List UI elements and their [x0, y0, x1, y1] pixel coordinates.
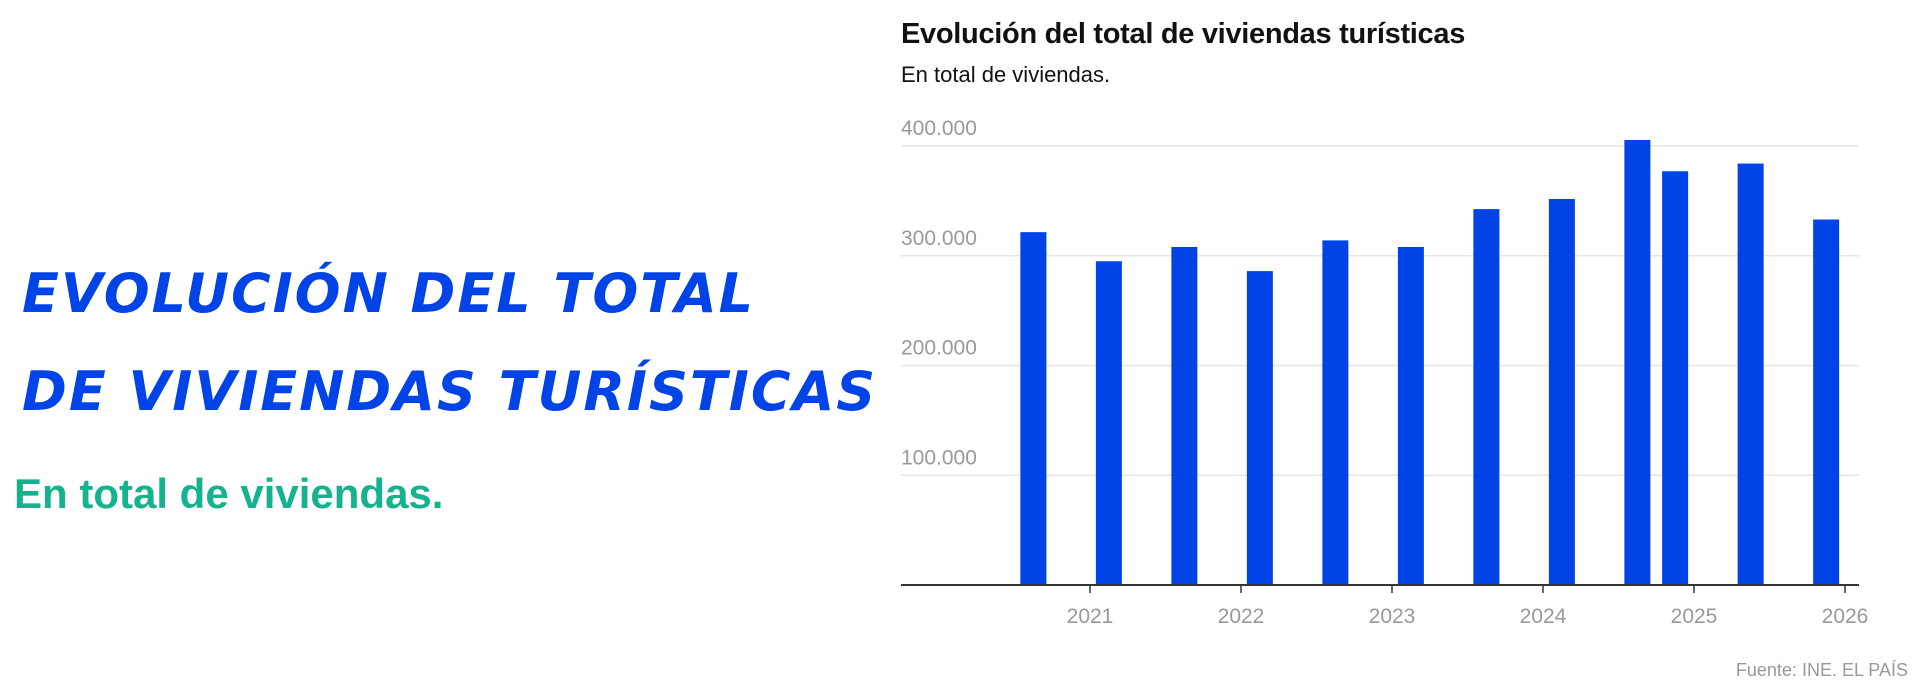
bar	[1624, 139, 1651, 585]
y-tick-label: 100.000	[901, 446, 977, 469]
y-tick-label: 400.000	[901, 117, 977, 140]
x-tick-label: 2025	[1671, 605, 1718, 628]
bar	[1737, 163, 1764, 585]
bar	[1662, 171, 1689, 585]
left-subtitle: En total de viviendas.	[14, 470, 444, 517]
bar	[1246, 271, 1273, 585]
left-title-line: de viviendas turísticas	[22, 360, 878, 423]
chart-title: Evolución del total de viviendas turísti…	[901, 18, 1466, 50]
bar	[1813, 219, 1840, 585]
left-title: Evolución del total de viviendas turísti…	[22, 245, 877, 441]
y-tick-label: 300.000	[901, 227, 977, 250]
bar	[1548, 199, 1575, 585]
x-tick-label: 2021	[1067, 605, 1114, 628]
bar	[1322, 240, 1349, 585]
chart-source: Fuente: INE. EL PAÍS	[1735, 660, 1908, 680]
left-title-line: Evolución del total	[22, 262, 756, 325]
bar	[1171, 246, 1198, 585]
bar	[1397, 246, 1424, 585]
x-tick-label: 2026	[1822, 605, 1869, 628]
bar	[1473, 209, 1500, 585]
bar	[1095, 261, 1122, 585]
x-tick-label: 2022	[1218, 605, 1265, 628]
chart-subtitle: En total de viviendas.	[901, 62, 1111, 87]
x-tick-label: 2024	[1520, 605, 1567, 628]
y-tick-label: 200.000	[901, 337, 977, 360]
bar	[1020, 232, 1047, 585]
x-tick-label: 2023	[1369, 605, 1416, 628]
